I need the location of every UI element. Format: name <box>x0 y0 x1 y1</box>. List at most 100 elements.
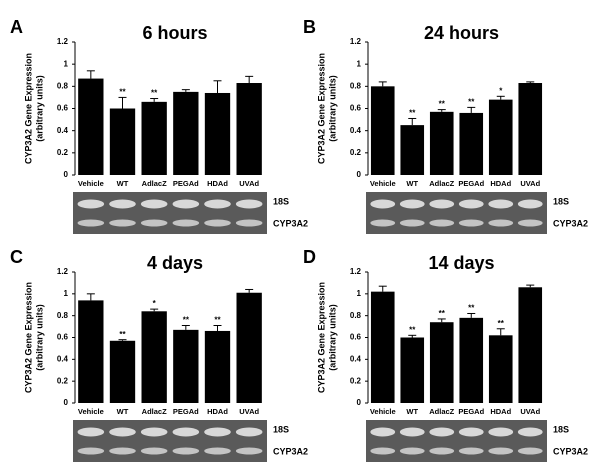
y-tick-label: 1.2 <box>57 37 69 46</box>
gel-band <box>429 219 455 227</box>
x-tick-label: UVAd <box>520 407 540 416</box>
significance: ** <box>151 89 158 98</box>
y-tick-label: 1 <box>357 289 362 298</box>
gel-band <box>204 199 231 209</box>
y-tick-label: 0.4 <box>350 126 362 135</box>
gel-band <box>488 427 514 437</box>
y-tick-label: 0.6 <box>57 104 69 113</box>
gel-band <box>140 447 168 455</box>
gel-label: 18S <box>553 424 569 434</box>
gel-band <box>517 427 543 437</box>
x-tick-label: HDAd <box>490 179 511 188</box>
gel-band <box>140 219 168 227</box>
significance: ** <box>439 309 446 318</box>
x-tick-label: PEGAd <box>173 407 199 416</box>
gel-band <box>140 427 168 437</box>
x-tick-label: Vehicle <box>370 179 396 188</box>
x-tick-label: AdlacZ <box>142 179 167 188</box>
y-tick-label: 0.4 <box>57 354 69 363</box>
gel-band <box>172 427 200 437</box>
significance: ** <box>119 88 126 97</box>
gel-label: 18S <box>273 424 289 434</box>
gel-band <box>399 447 425 455</box>
y-axis-label: (arbitrary units) <box>327 304 337 371</box>
y-axis-label: (arbitrary units) <box>34 304 44 371</box>
y-tick-label: 0.4 <box>57 126 69 135</box>
gel-band <box>458 199 484 209</box>
bar <box>78 300 104 403</box>
panel-letter: B <box>303 17 316 37</box>
y-tick-label: 0.8 <box>350 311 362 320</box>
x-tick-label: PEGAd <box>458 407 484 416</box>
gel-band <box>517 199 543 209</box>
gel-label: 18S <box>553 196 569 206</box>
significance: ** <box>498 319 505 328</box>
x-tick-label: HDAd <box>207 407 228 416</box>
x-tick-label: UVAd <box>520 179 540 188</box>
bar <box>459 112 484 175</box>
x-tick-label: HDAd <box>490 407 511 416</box>
gel-label: CYP3A2 <box>553 218 588 228</box>
gel-band <box>370 427 396 437</box>
gel-band <box>235 427 263 437</box>
x-tick-label: AdlacZ <box>142 407 167 416</box>
y-axis-label: CYP3A2 Gene Expression <box>316 53 326 164</box>
y-tick-label: 1.2 <box>350 267 362 276</box>
gel-band <box>77 219 105 227</box>
gel <box>73 192 267 234</box>
panel-letter: D <box>303 247 316 267</box>
y-tick-label: 0.6 <box>350 333 362 342</box>
gel-band <box>109 427 136 437</box>
x-tick-label: WT <box>117 179 129 188</box>
panel-letter: A <box>10 17 23 37</box>
x-tick-label: Vehicle <box>78 407 104 416</box>
significance: ** <box>439 100 446 109</box>
bar <box>141 101 167 175</box>
chart-title: 24 hours <box>424 23 499 43</box>
x-tick-label: Vehicle <box>78 179 104 188</box>
y-tick-label: 0 <box>64 170 69 179</box>
chart-title: 4 days <box>147 253 203 273</box>
bar <box>518 83 543 175</box>
chart-title: 6 hours <box>142 23 207 43</box>
gel-band <box>77 199 105 209</box>
panel-letter: C <box>10 247 23 267</box>
significance: ** <box>183 316 190 325</box>
bar <box>400 125 425 175</box>
bar <box>204 92 231 175</box>
gel-band <box>235 199 263 209</box>
y-tick-label: 1 <box>64 289 69 298</box>
gel-band <box>109 447 136 455</box>
y-tick-label: 0.8 <box>350 81 362 90</box>
bar <box>488 99 513 175</box>
gel-band <box>458 219 484 227</box>
bar <box>173 91 199 175</box>
y-tick-label: 1.2 <box>57 267 69 276</box>
significance: ** <box>409 109 416 118</box>
x-tick-label: WT <box>406 407 418 416</box>
significance: ** <box>468 98 475 107</box>
y-tick-label: 0.6 <box>57 333 69 342</box>
x-tick-label: AdlacZ <box>429 407 454 416</box>
gel-band <box>172 447 200 455</box>
bar <box>429 322 454 403</box>
gel-band <box>77 447 105 455</box>
bar <box>109 108 136 175</box>
y-tick-label: 0.2 <box>57 148 69 157</box>
gel-band <box>458 427 484 437</box>
x-tick-label: UVAd <box>239 407 259 416</box>
gel-band <box>370 219 396 227</box>
x-tick-label: HDAd <box>207 179 228 188</box>
bar <box>429 111 454 175</box>
gel-band <box>77 427 105 437</box>
gel-band <box>517 447 543 455</box>
bar <box>488 335 513 403</box>
gel-band <box>109 199 136 209</box>
y-tick-label: 1.2 <box>350 37 362 46</box>
bar <box>109 340 136 403</box>
gel <box>366 192 547 234</box>
significance: ** <box>468 304 475 313</box>
gel-label: 18S <box>273 196 289 206</box>
gel-band <box>109 219 136 227</box>
gel-band <box>370 447 396 455</box>
